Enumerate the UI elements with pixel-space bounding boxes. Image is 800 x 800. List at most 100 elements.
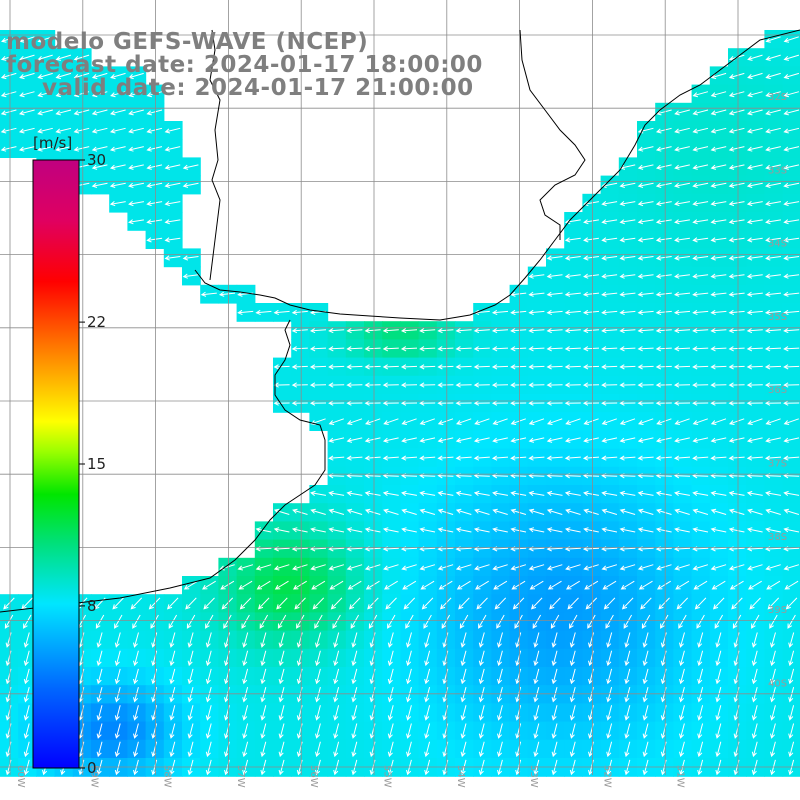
wind-arrow (783, 364, 800, 370)
wind-arrow (455, 437, 472, 443)
wind-arrow (406, 668, 412, 685)
wind-arrow (296, 614, 305, 629)
wind-arrow (510, 291, 527, 297)
wind-arrow (96, 632, 103, 648)
wind-arrow (606, 650, 613, 667)
wind-arrow (205, 650, 212, 667)
wind-arrow (364, 490, 381, 496)
wind-arrow (619, 346, 636, 352)
wind-arrow (311, 580, 326, 590)
wind-arrow (55, 72, 72, 80)
wind-arrow (528, 564, 545, 571)
wind-arrow (473, 437, 490, 443)
wind-arrow (692, 182, 709, 188)
wind-arrow (728, 564, 745, 571)
wind-arrow (619, 291, 636, 297)
wind-arrow (710, 273, 727, 279)
wind-arrow (109, 164, 126, 170)
wind-arrow (205, 686, 212, 703)
wind-arrow (277, 614, 287, 629)
wind-arrow (533, 705, 540, 721)
wind-arrow (783, 54, 800, 61)
wind-arrow (619, 182, 636, 188)
wind-arrow (783, 201, 800, 207)
wind-arrow (460, 650, 467, 667)
wind-arrow (164, 164, 181, 170)
wind-arrow (619, 437, 636, 443)
wind-arrow (655, 490, 672, 496)
wind-arrow (510, 564, 527, 571)
wind-arrow (182, 273, 199, 279)
wind-arrow (455, 382, 472, 388)
wind-arrow (619, 382, 636, 388)
wind-arrow (128, 146, 144, 152)
wind-arrow (424, 723, 431, 739)
wind-arrow (203, 597, 215, 610)
wind-arrow (710, 400, 727, 406)
wind-arrow (187, 632, 194, 648)
wind-arrow (292, 564, 308, 571)
wind-arrow (655, 164, 672, 170)
wind-arrow (114, 650, 121, 667)
wind-arrow (712, 597, 725, 610)
wind-arrow (569, 668, 576, 685)
wind-arrow (728, 382, 745, 388)
wind-arrow (420, 580, 435, 590)
wind-arrow (637, 527, 654, 533)
wind-arrow (546, 291, 563, 297)
wind-arrow (424, 632, 431, 648)
wind-arrow (242, 705, 249, 721)
wind-arrow (475, 580, 489, 590)
wind-arrow (168, 614, 178, 629)
wind-arrow (746, 109, 763, 116)
wind-arrow (601, 327, 618, 334)
wind-arrow (624, 686, 631, 703)
wind-arrow (73, 54, 90, 61)
wind-arrow (692, 273, 709, 279)
wind-arrow (637, 146, 654, 152)
wind-arrow (583, 237, 599, 243)
wind-arrow (315, 668, 321, 685)
wind-arrow (788, 650, 795, 667)
wind-arrow (528, 490, 545, 496)
wind-arrow (314, 614, 323, 629)
wind-arrow (364, 437, 381, 443)
wind-arrow (656, 564, 672, 571)
wind-arrow (478, 686, 485, 703)
wind-arrow (638, 418, 654, 425)
wind-arrow (255, 309, 272, 316)
wind-arrow (619, 364, 636, 370)
wind-arrow (437, 527, 454, 533)
wind-arrow (658, 597, 670, 610)
wind-arrow (565, 564, 581, 571)
wind-arrow (37, 91, 53, 98)
wind-arrow (260, 632, 267, 648)
wind-arrow (692, 255, 709, 261)
wind-arrow (315, 632, 321, 648)
wind-arrow (637, 437, 654, 443)
wind-arrow (655, 146, 672, 152)
wind-arrow (655, 346, 672, 352)
wind-arrow (383, 508, 399, 515)
wind-arrow (187, 668, 194, 685)
wind-arrow (783, 527, 800, 533)
wind-arrow (655, 109, 672, 116)
wind-arrow (37, 127, 53, 134)
wind-arrow (710, 564, 727, 571)
wind-arrow (492, 527, 508, 533)
wind-arrow (460, 723, 467, 739)
wind-arrow (637, 327, 654, 334)
wind-arrow (419, 327, 436, 334)
wind-arrow (220, 580, 235, 590)
border-line (209, 29, 221, 281)
wind-arrow (166, 597, 179, 610)
wind-arrow (205, 723, 212, 739)
wind-arrow (182, 182, 199, 188)
wind-arrow (729, 418, 745, 425)
wind-arrow (697, 741, 704, 758)
wind-arrow (619, 309, 636, 316)
wind-arrow (130, 597, 143, 610)
wind-arrow (655, 291, 672, 297)
wind-arrow (455, 455, 472, 461)
wind-arrow (564, 490, 581, 496)
